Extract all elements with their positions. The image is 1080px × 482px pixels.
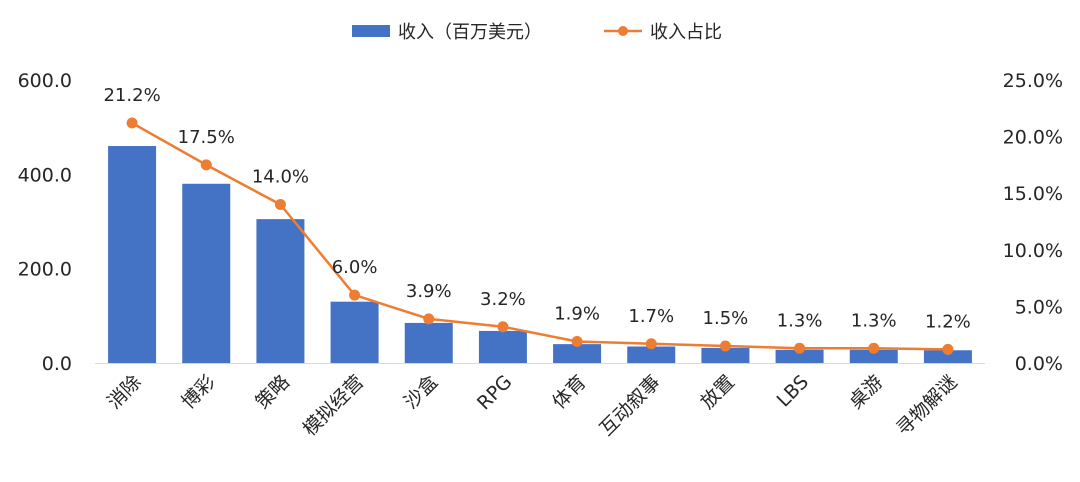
line-series xyxy=(126,117,954,355)
y-right-tick-label: 10.0% xyxy=(1003,240,1063,262)
data-label: 17.5% xyxy=(178,127,235,148)
data-label: 1.2% xyxy=(925,311,971,332)
x-tick-label: 策略 xyxy=(252,371,294,413)
y-right-tick-label: 5.0% xyxy=(1015,296,1063,318)
bar xyxy=(404,322,453,363)
data-label: 1.3% xyxy=(777,310,823,331)
bar xyxy=(849,349,898,363)
line-point xyxy=(497,321,509,333)
x-tick-label: 模拟经营 xyxy=(299,371,368,440)
bar xyxy=(330,301,379,363)
x-tick-label: LBS xyxy=(773,371,814,412)
y-right-tick-label: 0.0% xyxy=(1015,353,1063,375)
bar xyxy=(108,146,157,363)
y-left-tick-label: 600.0 xyxy=(18,70,72,92)
x-tick-label: 沙盒 xyxy=(400,371,442,413)
y-right-tick-label: 20.0% xyxy=(1003,127,1063,149)
line-point xyxy=(942,343,954,355)
x-axis: 消除 博彩 策略 模拟经营 沙盒 RPG 体育 互动叙事 放置 LBS 桌游 寻物解谜 xyxy=(103,371,961,440)
line-point xyxy=(571,335,583,347)
line-point xyxy=(423,313,435,325)
line-point xyxy=(274,199,286,211)
legend-line-label: 收入占比 xyxy=(650,22,722,43)
x-tick-label: 互动叙事 xyxy=(595,371,664,440)
bar xyxy=(775,349,824,363)
y-left-tick-label: 200.0 xyxy=(18,259,72,281)
bar xyxy=(701,347,750,363)
line-point xyxy=(645,338,657,350)
data-label: 3.2% xyxy=(480,289,526,310)
line-point xyxy=(794,342,806,354)
x-tick-label: 寻物解谜 xyxy=(892,371,961,440)
legend-bar-swatch xyxy=(352,25,390,37)
legend-line-marker xyxy=(618,26,628,36)
x-tick-label: 消除 xyxy=(103,371,145,413)
bar-series xyxy=(108,146,972,363)
line-point xyxy=(200,159,212,171)
y-right-tick-label: 25.0% xyxy=(1003,70,1063,92)
y-left-tick-label: 0.0 xyxy=(42,353,72,375)
data-label: 1.7% xyxy=(628,306,674,327)
bar xyxy=(256,219,305,363)
line-path xyxy=(131,121,948,351)
x-tick-label: 体育 xyxy=(548,371,590,413)
y-left-tick-label: 400.0 xyxy=(18,164,72,186)
x-tick-label: 放置 xyxy=(697,371,739,413)
line-point xyxy=(349,289,361,301)
data-labels: 21.2% 17.5% 14.0% 6.0% 3.9% 3.2% 1.9% 1.7% 1.5% 1… xyxy=(103,85,970,332)
data-label: 14.0% xyxy=(252,167,309,188)
legend: 收入（百万美元） 收入占比 xyxy=(352,22,722,43)
line-point xyxy=(868,342,880,354)
data-label: 3.9% xyxy=(406,281,452,302)
data-label: 1.3% xyxy=(851,310,897,331)
line-point xyxy=(719,340,731,352)
y-right-tick-label: 15.0% xyxy=(1003,183,1063,205)
legend-bar-label: 收入（百万美元） xyxy=(398,22,542,43)
data-label: 1.9% xyxy=(554,303,600,324)
x-tick-label: 博彩 xyxy=(177,371,219,413)
bar xyxy=(478,330,527,363)
x-tick-label: 桌游 xyxy=(845,371,887,413)
line-point xyxy=(126,117,138,129)
data-label: 21.2% xyxy=(103,85,160,106)
bar xyxy=(553,344,602,363)
bar xyxy=(923,350,972,363)
y-left-axis: 0.0 200.0 400.0 600.0 xyxy=(18,70,72,375)
x-tick-label: RPG xyxy=(473,371,516,414)
y-right-axis: 0.0% 5.0% 10.0% 15.0% 20.0% 25.0% xyxy=(1003,70,1063,375)
bar xyxy=(182,183,231,363)
data-label: 6.0% xyxy=(332,257,378,278)
bar xyxy=(627,346,676,363)
data-label: 1.5% xyxy=(703,308,749,329)
